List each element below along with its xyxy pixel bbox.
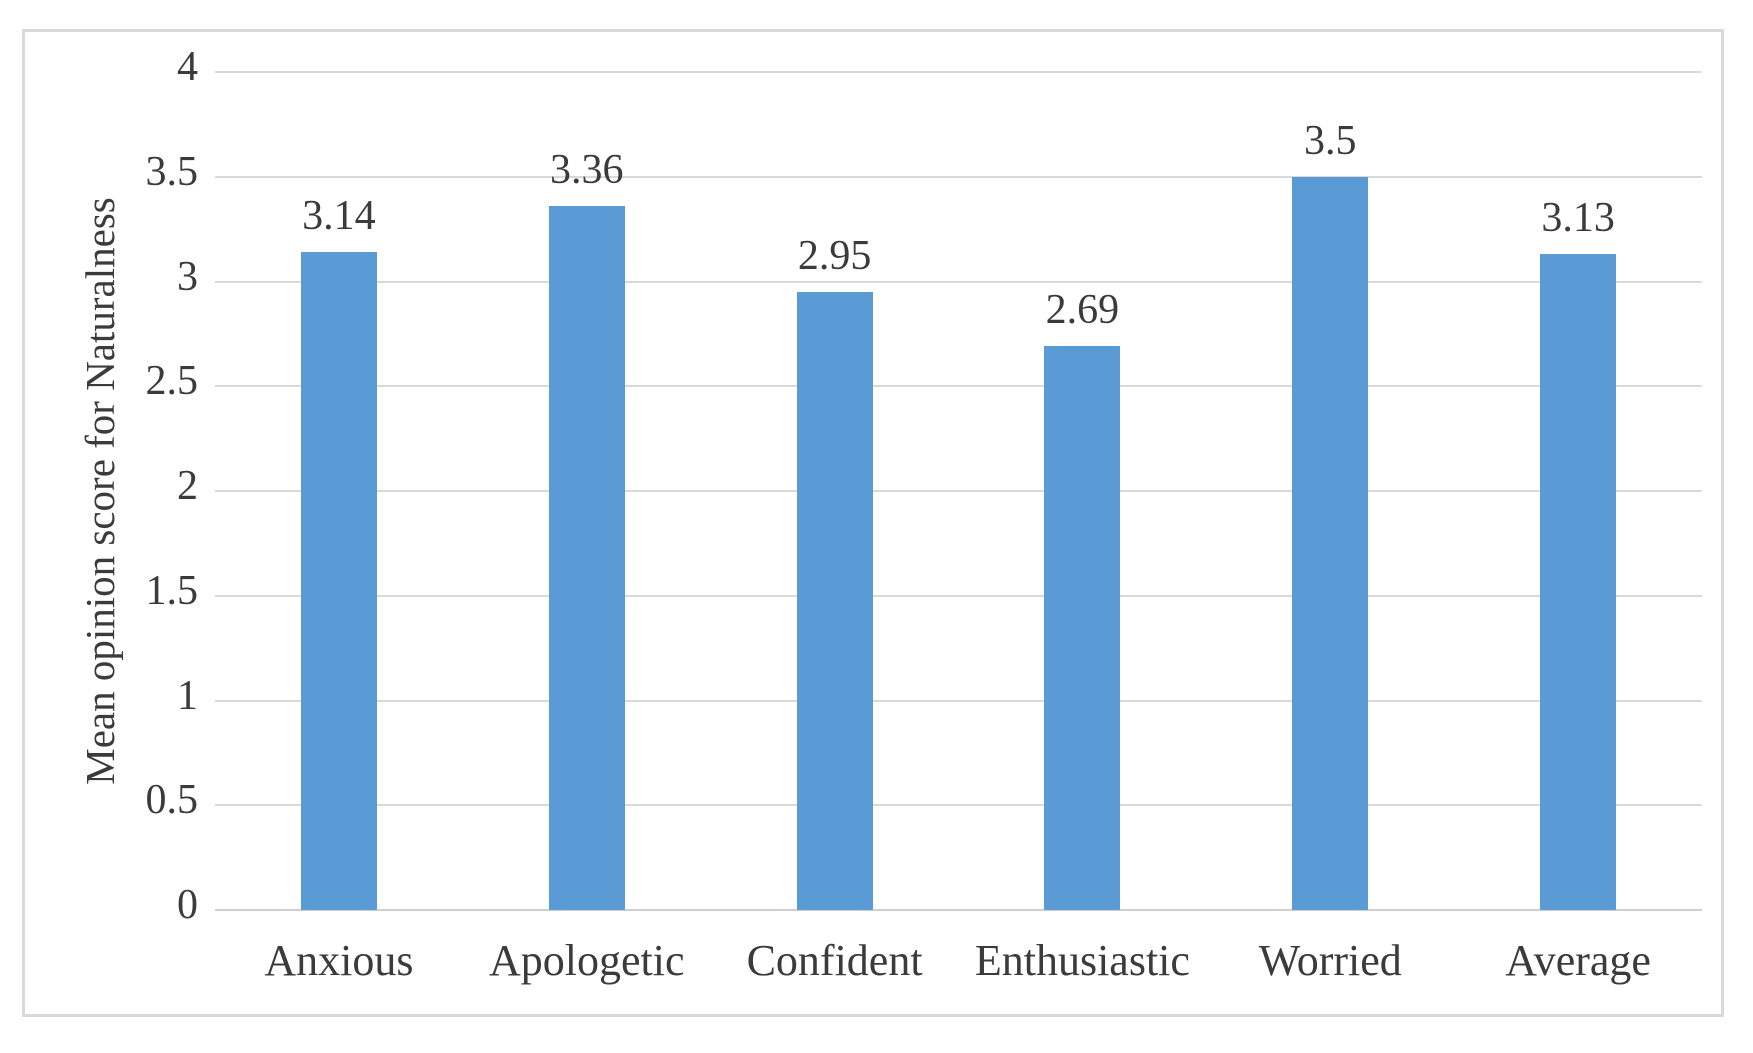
x-axis-line	[215, 909, 1702, 911]
bar-apologetic	[548, 206, 625, 910]
y-tick-label: 4	[177, 44, 198, 90]
data-label: 3.36	[550, 147, 624, 194]
bar-enthusiastic	[1044, 346, 1121, 910]
category-label-apologetic: Apologetic	[488, 936, 685, 985]
data-label: 2.69	[1045, 287, 1120, 334]
y-tick-label: 0	[177, 882, 198, 928]
gridline	[215, 175, 1702, 178]
plot-area: 3.14 3.36 2.95 2.69 3.5 3.13	[215, 71, 1702, 911]
gridline	[215, 804, 1702, 807]
category-label-enthusiastic: Enthusiastic	[974, 936, 1190, 985]
y-tick-label: 2.5	[145, 358, 199, 405]
gridline	[215, 280, 1702, 283]
data-label: 3.5	[1304, 117, 1357, 164]
y-tick-label: 3	[177, 253, 198, 300]
category-label-worried: Worried	[1258, 936, 1402, 985]
gridline	[215, 490, 1702, 492]
y-tick-label: 2	[177, 463, 198, 509]
category-label-anxious: Anxious	[264, 936, 414, 985]
category-label-confident: Confident	[746, 936, 923, 985]
y-tick-label: 1	[177, 672, 198, 719]
gridline	[215, 71, 1702, 73]
bar-anxious	[300, 252, 377, 910]
y-tick-label: 0.5	[145, 777, 199, 824]
y-tick-label: 3.5	[145, 148, 199, 195]
data-label: 3.14	[302, 193, 376, 240]
category-label-average: Average	[1505, 936, 1651, 985]
bar-worried	[1292, 176, 1369, 910]
bar-average	[1540, 254, 1617, 910]
bar-confident	[796, 291, 873, 910]
data-label: 2.95	[797, 232, 872, 279]
gridline	[215, 594, 1702, 597]
y-tick-label: 1.5	[145, 567, 199, 614]
gridline	[215, 385, 1702, 388]
data-label: 3.13	[1541, 195, 1615, 242]
gridline	[215, 699, 1702, 702]
